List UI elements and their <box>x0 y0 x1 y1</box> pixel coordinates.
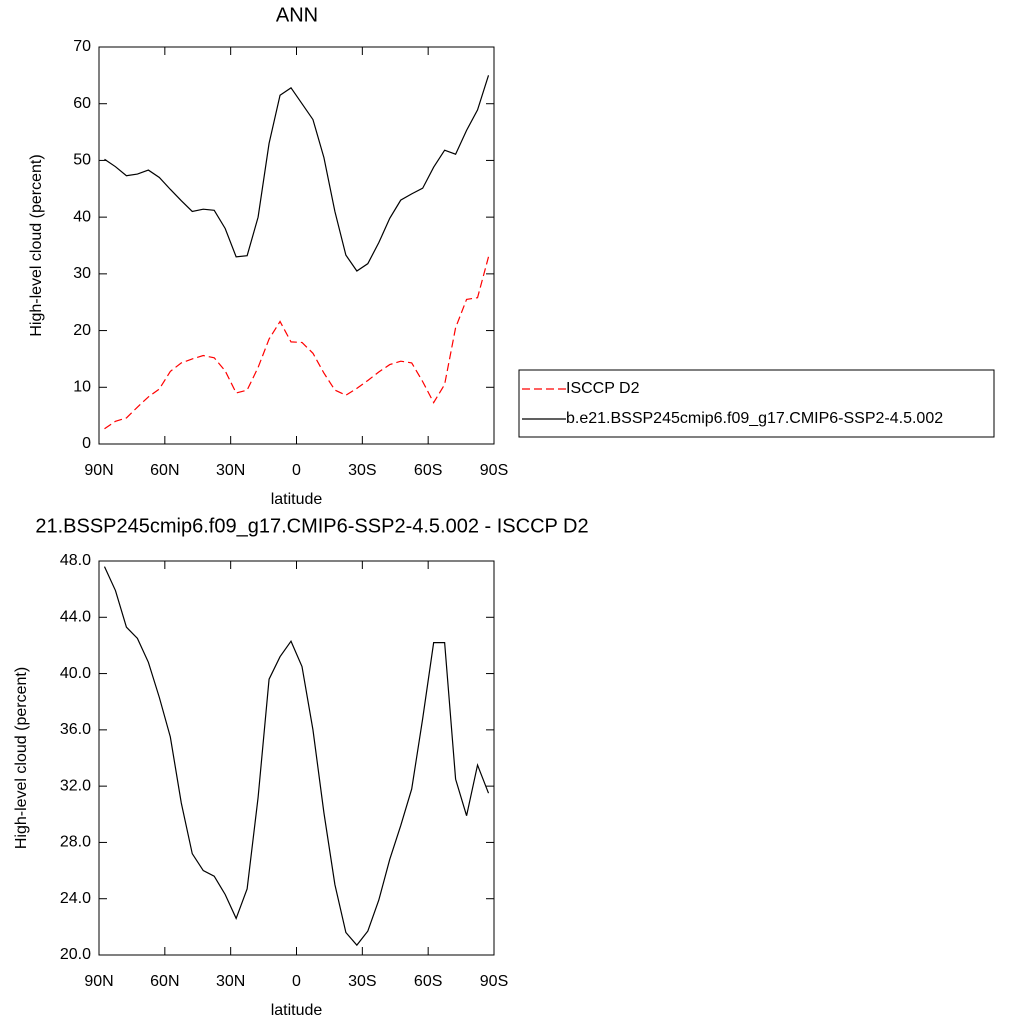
plot-frame <box>98 46 495 445</box>
x-tick-label: 90N <box>84 973 113 990</box>
plot-frame <box>98 560 495 956</box>
x-tick-label: 0 <box>292 462 301 479</box>
x-tick-label: 60N <box>150 973 179 990</box>
x-tick-label: 0 <box>292 973 301 990</box>
data-line <box>103 566 490 947</box>
x-tick-label: 30S <box>348 462 376 479</box>
y-tick-label: 28.0 <box>60 834 91 851</box>
legend-label: ISCCP D2 <box>566 380 640 397</box>
x-tick-label: 90S <box>480 462 508 479</box>
y-tick-label: 60 <box>73 95 91 112</box>
y-tick-label: 36.0 <box>60 721 91 738</box>
y-tick-label: 0 <box>82 435 91 452</box>
x-axis-label: latitude <box>271 1002 323 1019</box>
x-tick-label: 30N <box>216 462 245 479</box>
y-tick-label: 32.0 <box>60 777 91 794</box>
y-tick-label: 40.0 <box>60 665 91 682</box>
y-axis-label: High-level cloud (percent) <box>28 154 45 336</box>
x-tick-label: 30S <box>348 973 376 990</box>
y-tick-label: 30 <box>73 265 91 282</box>
chart-title: 21.BSSP245cmip6.f09_g17.CMIP6-SSP2-4.5.0… <box>35 515 588 537</box>
legend: ISCCP D2 b.e21.BSSP245cmip6.f09_g17.CMIP6… <box>518 369 995 438</box>
y-tick-label: 44.0 <box>60 609 91 626</box>
x-tick-label: 90S <box>480 973 508 990</box>
data-line <box>104 256 490 430</box>
y-tick-label: 20.0 <box>60 946 91 963</box>
data-line <box>104 75 490 272</box>
x-tick-label: 90N <box>84 462 113 479</box>
legend-frame <box>518 369 995 438</box>
chart-title: ANN <box>276 4 318 26</box>
x-axis-label: latitude <box>271 491 323 508</box>
y-tick-label: 40 <box>73 208 91 225</box>
y-axis-label: High-level cloud (percent) <box>13 667 30 849</box>
x-tick-label: 30N <box>216 973 245 990</box>
legend-label: b.e21.BSSP245cmip6.f09_g17.CMIP6-SSP2-4.… <box>566 410 943 427</box>
x-tick-label: 60N <box>150 462 179 479</box>
y-tick-label: 70 <box>73 38 91 55</box>
x-tick-label: 60S <box>414 462 442 479</box>
y-tick-label: 24.0 <box>60 890 91 907</box>
y-tick-label: 20 <box>73 322 91 339</box>
y-tick-label: 10 <box>73 379 91 396</box>
x-tick-label: 60S <box>414 973 442 990</box>
y-tick-label: 48.0 <box>60 552 91 569</box>
y-tick-label: 50 <box>73 152 91 169</box>
